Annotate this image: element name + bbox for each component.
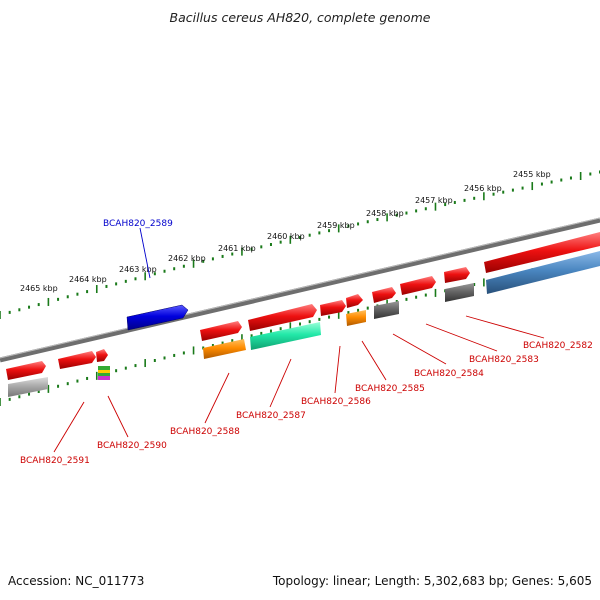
gene-label-BCAH820_2582[interactable]: BCAH820_2582 — [523, 341, 593, 351]
gene-light-gray — [8, 377, 48, 397]
gene-BCAH820_2582 — [484, 232, 600, 273]
gene-BCAH820_2586 — [320, 300, 346, 316]
kbp-label-2457: 2457 kbp — [415, 196, 453, 205]
gene-label-BCAH820_2584[interactable]: BCAH820_2584 — [414, 369, 484, 379]
kbp-scale-labels: 2465 kbp 2464 kbp 2463 kbp 2462 kbp 2461… — [20, 170, 551, 293]
gene-label-BCAH820_2589[interactable]: BCAH820_2589 — [103, 219, 173, 229]
kbp-label-2464: 2464 kbp — [69, 275, 107, 284]
gene-BCAH820_2587 — [248, 304, 317, 331]
gene-BCAH820_2590-b — [96, 349, 108, 362]
accession-text: Accession: NC_011773 — [8, 574, 145, 588]
leader-lines — [53, 227, 545, 453]
kbp-label-2465: 2465 kbp — [20, 284, 58, 293]
gene-steel-2582 — [486, 251, 600, 294]
gene-label-BCAH820_2583[interactable]: BCAH820_2583 — [469, 355, 539, 365]
kbp-label-2455: 2455 kbp — [513, 170, 551, 179]
gene-label-BCAH820_2585[interactable]: BCAH820_2585 — [355, 384, 425, 394]
kbp-label-2456: 2456 kbp — [464, 184, 502, 193]
gene-label-BCAH820_2591[interactable]: BCAH820_2591 — [20, 456, 90, 466]
kbp-label-2463: 2463 kbp — [119, 265, 157, 274]
gene-BCAH820_2584 — [372, 287, 396, 303]
gene-dark-2583 — [445, 283, 474, 302]
genome-backbone — [0, 217, 600, 363]
genome-title: Bacillus cereus AH820, complete genome — [169, 10, 431, 25]
gene-BCAH820_2583 — [400, 276, 436, 295]
kbp-label-2460: 2460 kbp — [267, 232, 305, 241]
gene-teal-2587 — [250, 322, 321, 350]
gene-label-BCAH820_2590[interactable]: BCAH820_2590 — [97, 441, 167, 451]
gene-BCAH820_2588 — [200, 321, 242, 341]
gene-BCAH820_2589[interactable] — [126, 304, 189, 331]
kbp-label-2461: 2461 kbp — [218, 244, 256, 253]
kbp-label-2458: 2458 kbp — [366, 209, 404, 218]
reverse-strand-genes[interactable] — [8, 251, 600, 397]
genome-summary-text: Topology: linear; Length: 5,302,683 bp; … — [272, 574, 592, 588]
gene-orange-2588 — [203, 339, 246, 359]
gene-BCAH820_2583b — [444, 267, 470, 283]
upper-tick-track — [0, 170, 600, 319]
gene-label-BCAH820_2588[interactable]: BCAH820_2588 — [170, 427, 240, 437]
gene-BCAH820_2590-a — [58, 351, 96, 369]
kbp-label-2459: 2459 kbp — [317, 221, 355, 230]
kbp-label-2462: 2462 kbp — [168, 254, 206, 263]
gene-BCAH820_2591 — [6, 361, 46, 380]
gene-dark-2584 — [374, 301, 399, 319]
gene-label-BCAH820_2587[interactable]: BCAH820_2587 — [236, 411, 306, 421]
forward-strand-genes[interactable] — [6, 232, 600, 380]
gene-label-BCAH820_2586[interactable]: BCAH820_2586 — [301, 397, 371, 407]
gene-BCAH820_2585 — [346, 294, 363, 308]
gene-orange-2585 — [346, 310, 366, 326]
